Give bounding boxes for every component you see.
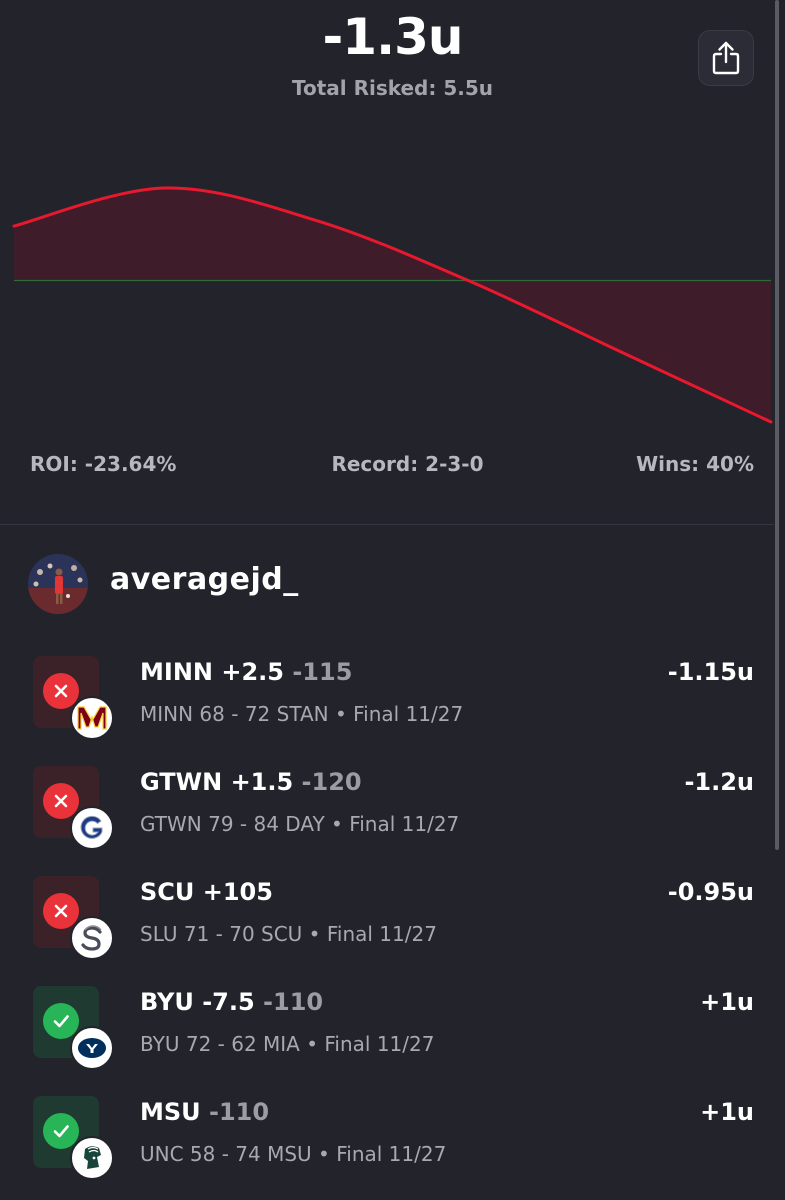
status-box (33, 986, 114, 1070)
x-icon (43, 893, 79, 929)
header: -1.3u Total Risked: 5.5u (0, 0, 785, 130)
bet-result: -0.95u (667, 878, 754, 906)
byu-logo (70, 1026, 114, 1070)
santa-clara-logo (70, 916, 114, 960)
check-icon (43, 1003, 79, 1039)
bet-row[interactable]: SCU +105 SLU 71 - 70 SCU • Final 11/27 -… (0, 876, 785, 976)
georgetown-g-logo (70, 806, 114, 850)
bet-result: +1u (700, 988, 754, 1016)
bet-score: BYU 72 - 62 MIA • Final 11/27 (140, 1032, 435, 1056)
profit-chart (12, 186, 773, 424)
record-stat: Record: 2-3-0 (331, 452, 484, 476)
x-icon (43, 673, 79, 709)
total-units: -1.3u (322, 8, 464, 66)
bet-pick: BYU -7.5 -110 (140, 988, 324, 1016)
wins-stat: Wins: 40% (636, 452, 754, 476)
chart-area-negative (14, 280, 771, 422)
check-icon (43, 1113, 79, 1149)
bet-result: +1u (700, 1098, 754, 1126)
status-box (33, 1096, 114, 1180)
bet-result: -1.2u (684, 768, 754, 796)
avatar[interactable] (28, 554, 88, 614)
bet-odds: -115 (292, 658, 353, 686)
roi-stat: ROI: -23.64% (30, 452, 177, 476)
bet-score: UNC 58 - 74 MSU • Final 11/27 (140, 1142, 447, 1166)
share-button[interactable] (698, 30, 754, 86)
chart-series-line (12, 186, 773, 424)
scrollbar[interactable] (775, 0, 779, 850)
bet-row[interactable]: GTWN +1.5 -120 GTWN 79 - 84 DAY • Final … (0, 766, 785, 866)
minnesota-m-logo (70, 696, 114, 740)
status-box (33, 766, 114, 850)
stats-bar: ROI: -23.64% Record: 2-3-0 Wins: 40% (0, 452, 785, 484)
bet-result: -1.15u (667, 658, 754, 686)
divider (0, 524, 774, 525)
bet-pick: MSU -110 (140, 1098, 270, 1126)
x-icon (43, 783, 79, 819)
bet-pick: GTWN +1.5 -120 (140, 768, 362, 796)
bet-odds: -110 (209, 1098, 270, 1126)
avatar-photo (28, 554, 88, 614)
bet-pick: SCU +105 (140, 878, 273, 906)
bet-odds: -110 (263, 988, 324, 1016)
username[interactable]: averagejd_ (110, 562, 299, 597)
bet-row[interactable]: BYU -7.5 -110 BYU 72 - 62 MIA • Final 11… (0, 986, 785, 1086)
bet-row[interactable]: MINN +2.5 -115 MINN 68 - 72 STAN • Final… (0, 656, 785, 756)
bet-pick: MINN +2.5 -115 (140, 658, 353, 686)
michigan-state-spartan-logo (70, 1136, 114, 1180)
status-box (33, 656, 114, 740)
total-risked: Total Risked: 5.5u (291, 76, 494, 100)
status-box (33, 876, 114, 960)
bet-row[interactable]: MSU -110 UNC 58 - 74 MSU • Final 11/27 +… (0, 1096, 785, 1196)
bet-score: MINN 68 - 72 STAN • Final 11/27 (140, 702, 464, 726)
share-icon (712, 41, 740, 75)
bet-score: GTWN 79 - 84 DAY • Final 11/27 (140, 812, 460, 836)
bet-odds: -120 (301, 768, 362, 796)
bet-score: SLU 71 - 70 SCU • Final 11/27 (140, 922, 437, 946)
chart-area-positive (14, 187, 469, 281)
